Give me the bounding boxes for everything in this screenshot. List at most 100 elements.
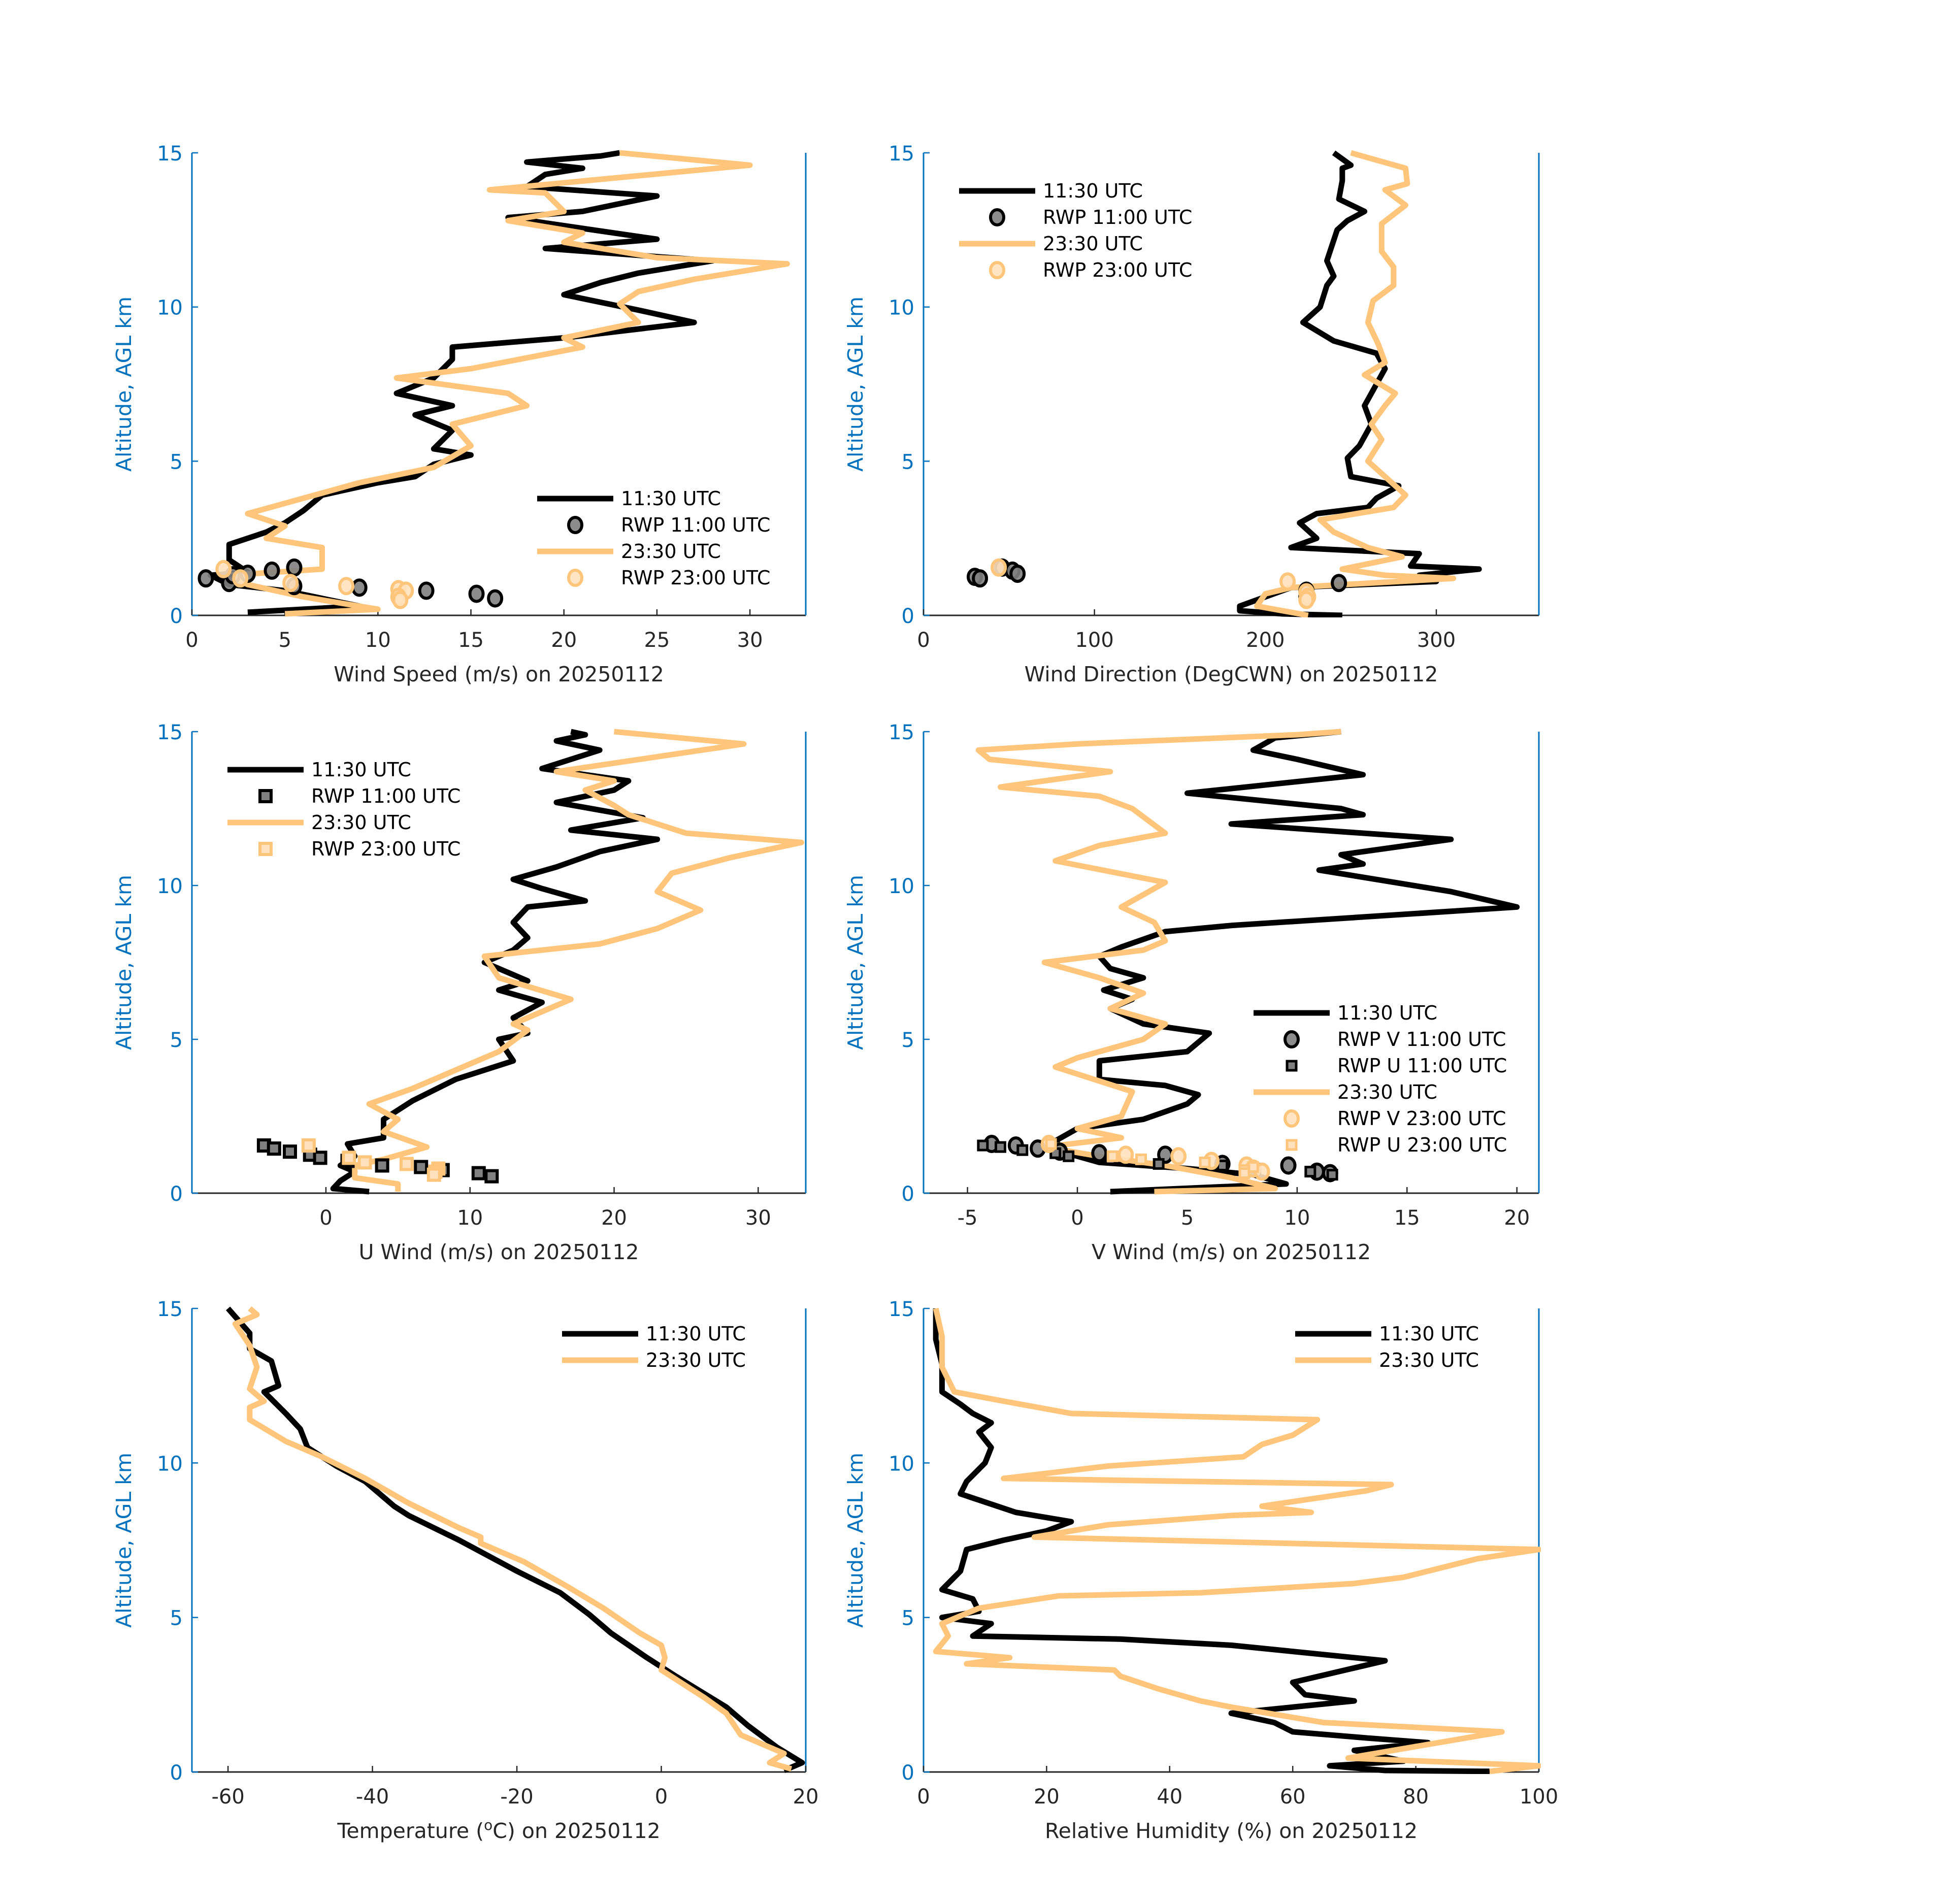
- data-point-rwp1100: [267, 1141, 281, 1156]
- series-line-s1130: [933, 1308, 1490, 1774]
- data-point-rwp1100: [351, 578, 368, 597]
- y-tick-label: 15: [888, 142, 914, 166]
- data-point-rwpu1100: [1326, 1169, 1338, 1181]
- data-point-rwp2300: [1279, 572, 1296, 591]
- series-line-s2330: [933, 1307, 1541, 1774]
- data-point-rwp2300: [215, 560, 232, 578]
- y-tick-label: 0: [170, 605, 183, 628]
- legend: 11:30 UTC RWP 11:00 UTC 23:30 UTC RWP 23:00…: [959, 180, 1192, 281]
- data-point-rwp1100: [484, 1169, 499, 1184]
- legend-label: RWP 11:00 UTC: [1043, 206, 1192, 228]
- x-axis-title: Relative Humidity (%) on 20250112: [1045, 1819, 1418, 1843]
- x-tick-label: 20: [1504, 1206, 1530, 1230]
- legend-label: 23:30 UTC: [621, 540, 721, 563]
- x-tick-label: 300: [1417, 629, 1456, 652]
- plot-data: [967, 150, 1482, 617]
- y-tick-label: 15: [157, 721, 183, 744]
- legend-item: RWP 11:00 UTC: [567, 514, 770, 536]
- x-axis-title: U Wind (m/s) on 20250112: [358, 1240, 639, 1264]
- series-markers-rwp2300: [301, 1138, 446, 1182]
- legend-item: RWP 11:00 UTC: [258, 785, 460, 807]
- legend-label: 11:30 UTC: [1043, 180, 1143, 202]
- y-tick-label: 0: [170, 1183, 183, 1206]
- data-point-rwpu2300: [1135, 1153, 1147, 1165]
- y-tick-label: 0: [902, 1761, 914, 1785]
- data-point-rwpu2300: [1238, 1167, 1250, 1179]
- series-line-s2330: [226, 150, 790, 617]
- data-point-rwpu1100: [977, 1139, 989, 1152]
- x-tick-label: 15: [1394, 1206, 1420, 1230]
- data-point-rwpu1100: [995, 1141, 1006, 1153]
- legend-label: RWP V 23:00 UTC: [1337, 1107, 1506, 1130]
- x-tick-label: 30: [745, 1206, 771, 1230]
- legend-label: 23:30 UTC: [1043, 233, 1143, 255]
- data-point-rwpv2300: [1117, 1145, 1134, 1164]
- data-point-rwp1100: [471, 1166, 486, 1180]
- plot-data: [975, 729, 1520, 1195]
- legend-label: 23:30 UTC: [646, 1349, 746, 1371]
- x-tick-label: 0: [1071, 1206, 1083, 1230]
- x-axis-title: Wind Direction (DegCWN) on 20250112: [1025, 662, 1438, 686]
- legend-swatch-marker: [567, 516, 583, 534]
- data-point-rwp1100: [972, 569, 989, 588]
- data-point-rwp1100: [198, 569, 214, 588]
- legend-swatch-marker: [1286, 1139, 1298, 1151]
- legend-item: 23:30 UTC: [537, 540, 721, 563]
- y-tick-label: 5: [170, 1029, 183, 1052]
- legend-swatch-marker: [1286, 1060, 1298, 1072]
- data-point-rwpv1100: [1280, 1156, 1297, 1175]
- panel-relative-humidity: 0 20 40 60 80 100 0 5 10 15 Relative Humidity (%) …: [843, 1298, 1558, 1843]
- data-point-rwp2300: [338, 577, 355, 596]
- legend-label: 11:30 UTC: [311, 759, 411, 781]
- series-markers-rwp2300: [215, 560, 414, 609]
- x-tick-label: 100: [1520, 1785, 1558, 1809]
- legend-item: RWP 23:00 UTC: [567, 567, 770, 589]
- data-point-rwp2300: [1298, 590, 1315, 609]
- data-point-rwpu1100: [1153, 1158, 1165, 1170]
- legend-item: RWP 23:00 UTC: [989, 259, 1192, 281]
- legend-label: 23:30 UTC: [1379, 1349, 1479, 1371]
- legend-label: RWP 23:00 UTC: [621, 567, 770, 589]
- x-tick-label: 15: [458, 629, 484, 652]
- legend-swatch-marker: [1283, 1109, 1300, 1128]
- legend-item: RWP 23:00 UTC: [258, 838, 460, 860]
- legend-item: RWP V 11:00 UTC: [1283, 1028, 1506, 1051]
- data-point-rwp2300: [392, 590, 409, 609]
- legend: 11:30 UTC RWP V 11:00 UTC RWP U 11:00 UTC 2…: [1254, 1002, 1507, 1156]
- legend-label: RWP 11:00 UTC: [311, 785, 460, 807]
- data-point-rwp2300: [282, 574, 299, 593]
- data-point-rwpv1100: [1091, 1144, 1108, 1163]
- legend-swatch-marker: [1283, 1030, 1300, 1048]
- legend-label: 11:30 UTC: [1379, 1323, 1479, 1345]
- plot-data: [256, 729, 804, 1195]
- x-tick-label: 20: [601, 1206, 627, 1230]
- legend: 11:30 UTC RWP 11:00 UTC 23:30 UTC RWP 23:00…: [227, 759, 460, 860]
- series-line-s2330: [975, 729, 1341, 1195]
- panel-temperature: -60 -40 -20 0 20 0 5 10 15 Temperature (oC) on 20…: [112, 1298, 818, 1843]
- series-line-s2330: [232, 1306, 793, 1772]
- data-point-rwpu1100: [1304, 1166, 1316, 1178]
- data-point-rwp1100: [375, 1158, 389, 1173]
- x-axis-title-part: Temperature (: [337, 1819, 484, 1843]
- legend-label: RWP 23:00 UTC: [311, 838, 460, 860]
- panel-wind-direction: 0 100 200 300 0 5 10 15 Wind Direction (DegCWN) …: [843, 142, 1540, 686]
- legend-item: RWP 11:00 UTC: [989, 206, 1192, 228]
- data-point-rwp1100: [286, 558, 303, 577]
- x-tick-label: 5: [278, 629, 291, 652]
- data-point-rwp1100: [282, 1144, 297, 1159]
- x-tick-label: -40: [356, 1785, 389, 1809]
- x-tick-label: 20: [1034, 1785, 1060, 1809]
- panel-v-wind: -5 0 5 10 15 20 0 5 10 15 V Wind (m/s) on 20250112…: [843, 721, 1540, 1264]
- legend-item: 11:30 UTC: [227, 759, 411, 781]
- x-tick-label: 0: [655, 1785, 668, 1809]
- series-line-s1130: [208, 150, 716, 615]
- legend-item: 23:30 UTC: [959, 233, 1143, 255]
- x-tick-label: 200: [1246, 629, 1285, 652]
- panel-u-wind: 0 10 20 30 0 5 10 15 U Wind (m/s) on 20250112 Alt…: [112, 721, 807, 1264]
- y-tick-label: 15: [888, 1298, 914, 1321]
- legend: 11:30 UTC RWP 11:00 UTC 23:30 UTC RWP 23:00…: [537, 487, 770, 589]
- data-point-rwp2300: [301, 1138, 316, 1153]
- x-tick-label: 30: [737, 629, 763, 652]
